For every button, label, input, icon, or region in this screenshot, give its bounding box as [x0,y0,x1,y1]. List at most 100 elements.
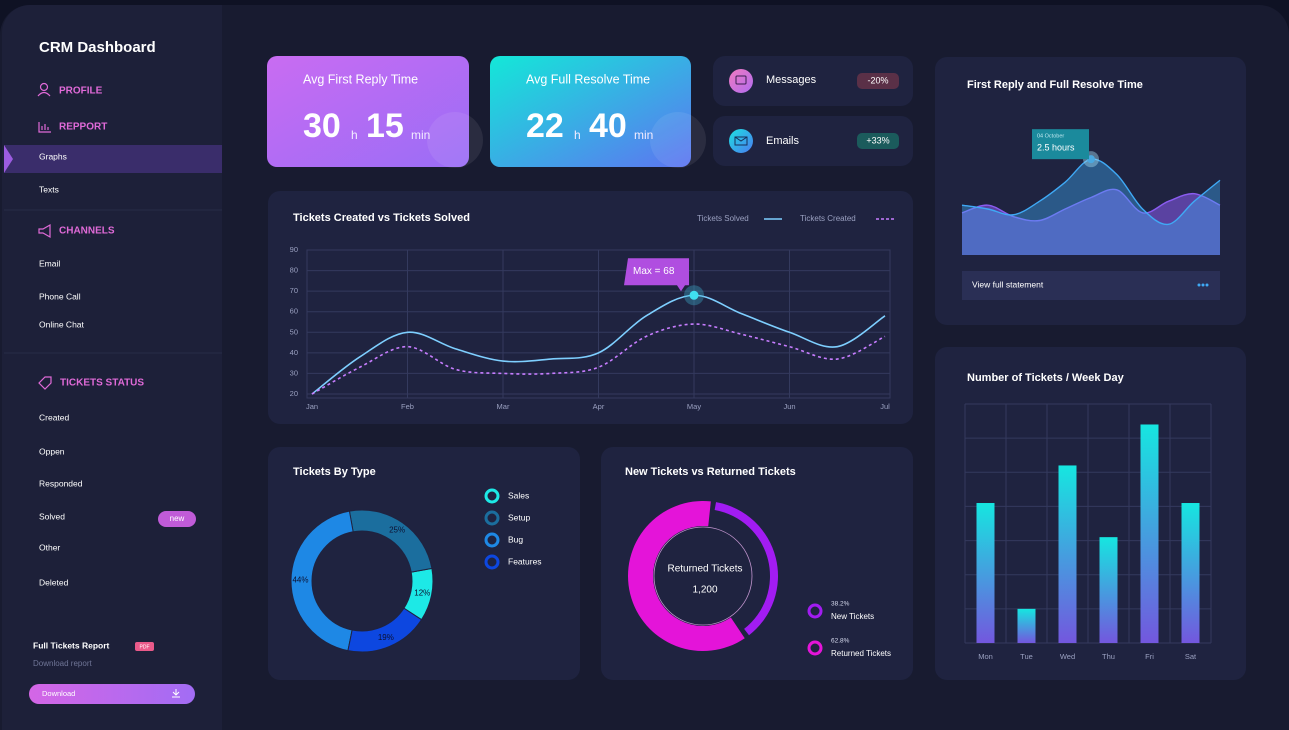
x-tick-label: Jan [306,402,318,411]
x-tick-label: Feb [401,402,414,411]
area-line [961,188,1221,222]
x-tick-label: Jun [783,402,795,411]
report-subtitle: Download report [33,659,92,668]
section-title: PROFILE [59,86,103,97]
menu-dot [1205,283,1209,287]
highlight-point [689,290,699,300]
legend-marker [807,603,823,619]
segment-label: 44% [292,575,308,584]
kpi-unit: h [574,128,581,142]
nav-item[interactable]: Created [39,412,70,422]
y-tick-label: 20 [290,389,298,398]
x-tick-label: Wed [1060,652,1075,661]
bar [1099,537,1118,643]
menu-dot [1197,283,1201,287]
sidebar-title: CRM Dashboard [39,39,156,56]
legend-label: Returned Tickets [831,649,891,658]
statement-button-text[interactable]: View full statement [972,279,1044,289]
x-tick-label: Fri [1145,652,1154,661]
nav-item[interactable]: Other [39,542,60,552]
nav-item[interactable]: Deleted [39,577,69,587]
menu-dot [1201,283,1205,287]
download-button[interactable] [29,684,195,704]
section-title: REPPORT [59,122,107,133]
download-icon [172,689,180,698]
nav-item[interactable]: Responded [39,478,83,488]
legend-label: Setup [508,512,530,522]
x-tick-label: Mon [978,652,993,661]
chart-title: New Tickets vs Returned Tickets [625,466,796,478]
x-tick-label: May [687,402,701,411]
y-tick-label: 80 [290,266,298,275]
x-tick-label: Thu [1102,652,1115,661]
tooltip-value: 2.5 hours [1037,143,1075,153]
pdf-tag [135,642,154,651]
legend-marker [484,510,500,526]
statement-button[interactable] [962,271,1220,300]
bar [976,503,995,643]
center-value: 1,200 [692,585,717,596]
section-title: CHANNELS [59,226,115,237]
bar [1181,503,1200,643]
area-fill [962,189,1220,255]
channel-name: Messages [766,74,817,86]
x-tick-label: Sat [1185,652,1197,661]
nav-item[interactable]: Graphs [39,151,67,161]
card [935,347,1246,680]
y-tick-label: 40 [290,348,298,357]
badge [158,511,196,527]
x-tick-label: Jul [880,402,890,411]
y-tick-label: 30 [290,368,298,377]
legend-label: Features [508,556,542,566]
nav-marker [4,145,13,173]
nav-item[interactable]: Phone Call [39,291,81,301]
kpi-hours: 30 [303,107,341,145]
kpi-card [490,56,691,167]
chart-title: Tickets Created vs Tickets Solved [293,212,470,224]
channel-card [713,56,913,106]
donut-segment [347,607,423,653]
emails-glyph [734,136,748,146]
nav-item[interactable]: Online Chat [39,319,85,329]
x-tick-label: Mar [497,402,510,411]
change-pill [857,73,899,89]
tooltip-date: 04 October [1037,134,1064,140]
y-tick-label: 70 [290,286,298,295]
segment-label: 12% [414,588,430,597]
bar [1058,465,1077,643]
channel-change: +33% [866,135,889,145]
change-pill [857,133,899,149]
y-tick-label: 90 [290,245,298,254]
nav-item[interactable]: Solved [39,511,65,521]
chart-title: First Reply and Full Resolve Time [967,79,1143,91]
segment-label: 19% [378,633,394,642]
nav-item[interactable]: Email [39,258,60,268]
donut-segment [628,500,745,651]
chart-title: Number of Tickets / Week Day [967,372,1125,384]
legend-marker [484,532,500,548]
kpi-unit: h [351,128,358,142]
kpi-title: Avg Full Resolve Time [526,72,650,86]
kpi-minutes: 15 [366,107,404,145]
legend-marker [484,488,500,504]
line-series [311,294,886,395]
kpi-unit: min [411,128,430,142]
kpi-title: Avg First Reply Time [303,72,418,86]
legend-label: Tickets Created [800,214,856,223]
tooltip [1032,129,1089,160]
center-label: Returned Tickets [667,564,742,575]
donut-segment [714,502,778,636]
kpi-minutes: 40 [589,107,627,145]
nav-item[interactable]: Oppen [39,446,65,456]
download-button-text[interactable]: Download [42,689,75,698]
card [268,191,913,424]
donut-segment [290,510,354,652]
nav-item[interactable]: Texts [39,184,59,194]
channel-name: Emails [766,135,800,147]
messages-icon [729,69,753,93]
legend-marker [484,554,500,570]
inner-ring [653,526,753,626]
section-icons [37,82,52,390]
badge-text: new [170,514,185,523]
